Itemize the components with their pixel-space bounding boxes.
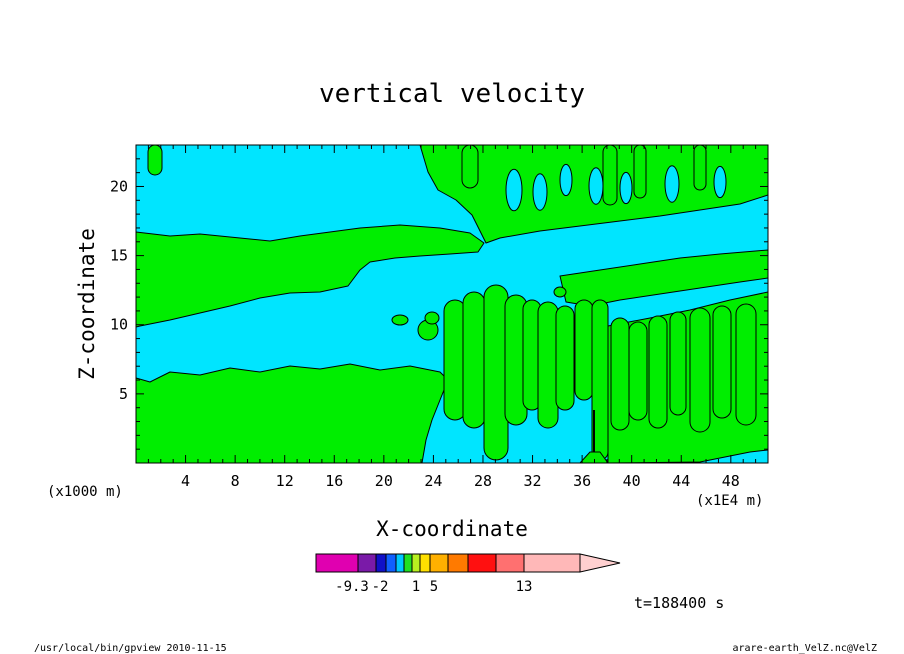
region-blob [391,314,409,326]
region-plume [555,305,575,411]
colorbar-segment [467,553,497,573]
x-axis-label: X-coordinate [376,517,528,541]
region-plume [693,145,707,191]
region-blob [553,286,567,298]
colorbar-segment [403,553,413,573]
plot-frame [135,144,769,464]
colorbar-segment [385,553,397,573]
region-middle-band [136,224,485,328]
colorbar-label: 1 [412,579,420,595]
region-plume [648,315,668,429]
contour-regions [136,145,768,463]
x-tick-label: 16 [325,472,343,490]
colorbar-segment [375,553,387,573]
region-plume [483,284,509,461]
x-unit-right: (x1E4 m) [696,493,763,509]
footer-left: /usr/local/bin/gpview 2010-11-15 [34,643,227,654]
region-plume [610,317,630,431]
colorbar-segment [315,553,359,573]
x-tick-label: 8 [231,472,240,490]
region-plume [462,291,486,429]
x-tick-label: 32 [524,472,542,490]
region-plume [461,145,479,189]
x-tick-label: 36 [573,472,591,490]
x-tick-label: 28 [474,472,492,490]
x-tick-label: 44 [672,472,690,490]
colorbar-segment [523,553,581,573]
colorbar-label: 13 [516,579,533,595]
time-label: t=188400 s [634,594,724,612]
region-plume [633,145,647,199]
colorbar-segment [357,553,377,573]
region-plume [689,307,711,433]
plot-area [136,145,768,463]
x-tick-label: 20 [375,472,393,490]
region-plume [628,321,648,421]
colorbar [315,553,621,573]
colorbar-segment [419,553,431,573]
x-tick-label: 24 [424,472,442,490]
region-blob [424,311,440,325]
x-tick-label: 40 [623,472,641,490]
colorbar-label: -2 [372,579,389,595]
colorbar-segment [429,553,449,573]
region-pocket [713,165,727,199]
x-tick-label: 4 [181,472,190,490]
x-tick-label: 48 [722,472,740,490]
y-tick-label: 20 [110,177,128,195]
region-bottom-bump [579,451,609,463]
region-plume [669,311,687,416]
footer-right: arare-earth_VelZ.nc@VelZ [733,643,878,654]
colorbar-segment [447,553,469,573]
colorbar-segment [411,553,421,573]
y-axis-label: Z-coordinate [75,228,99,380]
colorbar-arrow [579,553,621,573]
chart-title: vertical velocity [319,79,585,109]
colorbar-segment [395,553,405,573]
y-tick-label: 5 [119,385,128,403]
axis-ticks [136,144,769,463]
colorbar-labels: -9.3 -2 1 5 13 [335,579,532,595]
region-pocket [619,171,633,205]
region-plume [574,299,594,401]
colorbar-label: 5 [430,579,438,595]
x-unit-left: (x1000 m) [47,484,123,500]
region-plume [537,301,559,429]
region-pocket [664,165,680,203]
region-lower-band [136,363,449,463]
colorbar-segment [495,553,525,573]
region-plume [735,303,757,426]
x-tick-label: 12 [276,472,294,490]
region-plume [147,145,163,176]
y-tick-label: 15 [110,247,128,265]
y-tick-label: 10 [110,316,128,334]
colorbar-label: -9.3 [335,579,369,595]
region-pocket [588,167,604,205]
region-pocket [559,163,573,197]
region-pocket [505,168,523,212]
region-plume [602,145,618,206]
region-pocket [532,173,548,211]
region-plume [712,305,732,419]
